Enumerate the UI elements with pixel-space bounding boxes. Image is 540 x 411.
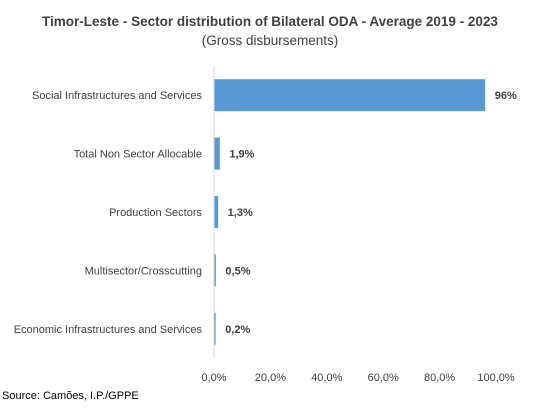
category-label: Multisector/Crosscutting xyxy=(85,265,202,277)
source-note: Source: Camões, I.P./GPPE xyxy=(2,390,139,402)
x-tick-label: 40,0% xyxy=(311,372,342,384)
category-label: Social Infrastructures and Services xyxy=(32,90,202,102)
x-tick-label: 60,0% xyxy=(368,372,399,384)
x-tick-label: 80,0% xyxy=(424,372,455,384)
bar xyxy=(214,196,219,228)
data-label: 96% xyxy=(495,90,517,102)
x-tick-label: 0,0% xyxy=(201,372,226,384)
bar xyxy=(214,254,216,287)
category-label: Economic Infrastructures and Services xyxy=(14,324,203,336)
x-tick-label: 20,0% xyxy=(255,372,286,384)
data-label: 0,2% xyxy=(225,324,250,336)
data-label: 0,5% xyxy=(225,265,250,277)
data-label: 1,3% xyxy=(228,207,253,219)
category-label: Total Non Sector Allocable xyxy=(74,149,202,161)
x-tick-label: 100,0% xyxy=(477,372,515,384)
chart-subtitle: (Gross disbursements) xyxy=(201,33,339,48)
bar xyxy=(214,79,486,112)
category-label: Production Sectors xyxy=(109,207,202,219)
bar xyxy=(214,137,220,170)
chart-title: Timor-Leste - Sector distribution of Bil… xyxy=(42,14,498,29)
data-label: 1,9% xyxy=(229,149,254,161)
bar xyxy=(214,312,216,345)
